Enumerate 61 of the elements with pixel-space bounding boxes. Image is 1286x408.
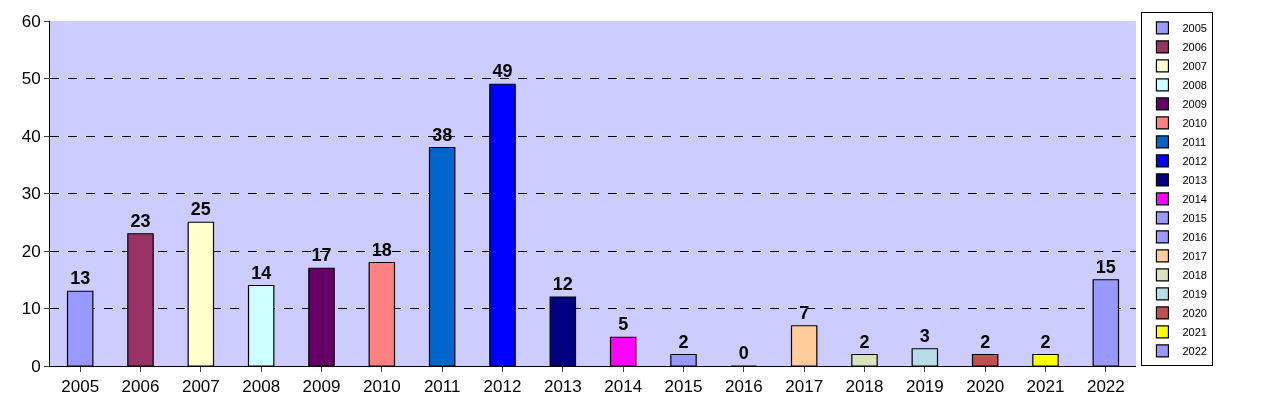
y-tick-label: 10: [21, 299, 41, 319]
legend-label: 2017: [1182, 250, 1207, 263]
legend-label: 2005: [1182, 22, 1207, 35]
data-label: 23: [130, 210, 151, 231]
legend-label: 2010: [1182, 117, 1207, 130]
data-label: 0: [738, 343, 749, 363]
legend-label: 2008: [1182, 79, 1207, 92]
legend-label: 2016: [1182, 231, 1207, 244]
x-tick-label: 2006: [121, 377, 160, 397]
data-label: 2: [859, 331, 870, 352]
data-label: 18: [371, 239, 392, 260]
x-tick-label: 2022: [1086, 377, 1125, 397]
y-tick-label: 30: [21, 184, 41, 204]
data-label: 15: [1095, 256, 1116, 277]
x-tick-label: 2009: [302, 377, 341, 397]
legend-label: 2015: [1182, 212, 1207, 225]
data-label: 5: [618, 314, 629, 335]
y-tick-label: 20: [21, 241, 41, 261]
x-tick-label: 2007: [181, 377, 220, 397]
data-label: 38: [432, 124, 453, 145]
legend-label: 2014: [1182, 193, 1207, 206]
x-tick-label: 2014: [604, 377, 643, 397]
legend-label: 2007: [1182, 60, 1207, 73]
y-tick-label: 50: [21, 69, 41, 89]
x-tick-label: 2015: [664, 377, 703, 397]
data-label: 25: [190, 199, 211, 220]
data-label: 7: [799, 302, 810, 323]
x-tick-label: 2013: [543, 377, 582, 397]
data-label: 3: [919, 325, 930, 346]
x-tick-label: 2020: [966, 377, 1005, 397]
data-label: 49: [492, 61, 513, 82]
legend-label: 2012: [1182, 155, 1207, 168]
data-label: 13: [70, 268, 91, 289]
legend-label: 2019: [1182, 288, 1207, 301]
legend-label: 2011: [1182, 136, 1207, 149]
y-tick-label: 40: [21, 126, 41, 146]
x-tick-label: 2018: [845, 377, 884, 397]
data-label: 2: [1040, 331, 1051, 352]
data-label: 12: [552, 274, 573, 294]
legend-label: 2009: [1182, 98, 1207, 111]
data-label: 2: [980, 331, 991, 352]
legend-label: 2021: [1182, 326, 1207, 339]
x-tick-label: 2016: [724, 377, 763, 397]
x-tick-label: 2005: [61, 377, 100, 397]
x-tick-label: 2011: [423, 377, 461, 397]
legend-label: 2022: [1182, 345, 1207, 358]
x-tick-label: 2019: [905, 377, 944, 397]
x-tick-label: 2017: [785, 377, 824, 397]
x-tick-label: 2010: [362, 377, 401, 397]
y-tick-label: 0: [31, 356, 41, 376]
data-label: 2: [678, 331, 689, 352]
x-tick-label: 2012: [483, 377, 522, 397]
legend-label: 2013: [1182, 174, 1207, 187]
legend-label: 2020: [1182, 307, 1207, 320]
y-tick-label: 60: [21, 11, 41, 31]
data-label: 17: [311, 245, 332, 266]
legend-label: 2018: [1182, 269, 1207, 282]
data-label: 14: [251, 262, 272, 283]
x-tick-label: 2021: [1026, 377, 1065, 397]
x-tick-label: 2008: [242, 377, 281, 397]
legend-label: 2006: [1182, 41, 1207, 54]
